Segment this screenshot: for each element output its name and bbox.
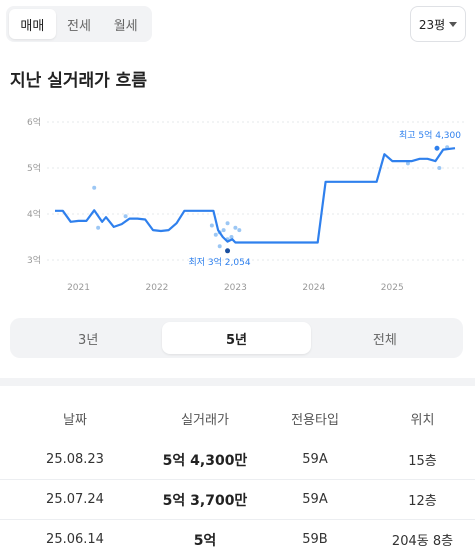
x-tick-label: 2022 <box>146 283 169 293</box>
scatter-point <box>437 166 442 170</box>
y-tick-label: 6억 <box>27 116 41 128</box>
tab-period-all[interactable]: 전체 <box>372 332 397 348</box>
scatter-point <box>213 232 218 237</box>
section-title: 지난 실거래가 흐름 <box>10 71 147 91</box>
row-date: 25.08.23 <box>46 452 104 467</box>
row-location: 12층 <box>408 494 437 509</box>
section-divider <box>0 378 475 386</box>
x-tick-label: 2021 <box>67 283 90 293</box>
price-chart: 3억 4억 5억 6억 2021 2022 2023 2024 2025 최고 5억 4,300 최… <box>27 116 465 293</box>
row-type: 59A <box>302 492 328 507</box>
x-tick-label: 2023 <box>224 283 247 293</box>
header-date: 날짜 <box>63 412 87 428</box>
series-line <box>55 147 456 244</box>
row-price: 5억 3,700만 <box>162 492 248 509</box>
x-tick-label: 2024 <box>302 283 325 293</box>
row-type: 59B <box>302 532 328 547</box>
row-type: 59A <box>302 452 328 467</box>
scatter-point <box>405 161 410 166</box>
scatter-point <box>217 244 222 249</box>
tab-period-5y[interactable]: 5년 <box>162 322 311 354</box>
tab-period-3y[interactable]: 3년 <box>78 332 99 348</box>
scatter-point <box>225 221 230 226</box>
row-date: 25.07.24 <box>46 492 104 507</box>
size-select[interactable]: 23평 <box>410 6 466 42</box>
min-annotation: 최저 3억 2,054 <box>189 256 251 268</box>
table-row[interactable]: 25.08.23 5억 4,300만 59A 15층 <box>0 440 475 480</box>
table-row[interactable]: 25.06.14 5억 59B 204동 8층 <box>0 520 475 554</box>
scatter-point <box>96 225 101 230</box>
scatter-point <box>237 228 242 233</box>
y-tick-label: 4억 <box>27 208 41 220</box>
size-select-value: 23평 <box>418 17 446 32</box>
deal-type-tabs: 매매 전세 월세 <box>6 6 152 42</box>
scatter-point <box>221 228 226 233</box>
header-type: 전용타입 <box>291 412 339 428</box>
chevron-down-icon <box>449 22 458 27</box>
row-date: 25.06.14 <box>46 532 104 547</box>
y-tick-label: 5억 <box>27 162 41 174</box>
scatter-point <box>92 185 97 190</box>
table-header: 날짜 실거래가 전용타입 위치 <box>0 396 475 440</box>
tab-monthly-rent[interactable]: 월세 <box>113 18 138 34</box>
tab-sale[interactable]: 매매 <box>9 9 56 39</box>
row-price: 5억 4,300만 <box>162 452 248 469</box>
top-bar: 매매 전세 월세 23평 <box>0 0 475 48</box>
row-location: 15층 <box>408 454 437 469</box>
header-price: 실거래가 <box>181 412 229 428</box>
transactions-table: 날짜 실거래가 전용타입 위치 25.08.23 5억 4,300만 59A 1… <box>0 396 475 554</box>
x-tick-label: 2025 <box>381 283 404 293</box>
row-price: 5억 <box>193 532 217 549</box>
scatter-point <box>209 223 214 228</box>
row-location: 204동 8층 <box>391 534 454 549</box>
table-row[interactable]: 25.07.24 5억 3,700만 59A 12층 <box>0 480 475 520</box>
scatter-point <box>233 225 238 230</box>
scatter-point <box>229 235 234 239</box>
scatter-point <box>123 214 128 219</box>
max-annotation: 최고 5억 4,300 <box>399 129 461 141</box>
tab-jeonse[interactable]: 전세 <box>67 18 91 34</box>
period-tabs: 3년 5년 전체 <box>10 318 463 358</box>
header-location: 위치 <box>410 412 435 428</box>
max-point <box>434 145 440 151</box>
y-tick-label: 3억 <box>27 254 41 266</box>
min-point <box>225 248 231 254</box>
